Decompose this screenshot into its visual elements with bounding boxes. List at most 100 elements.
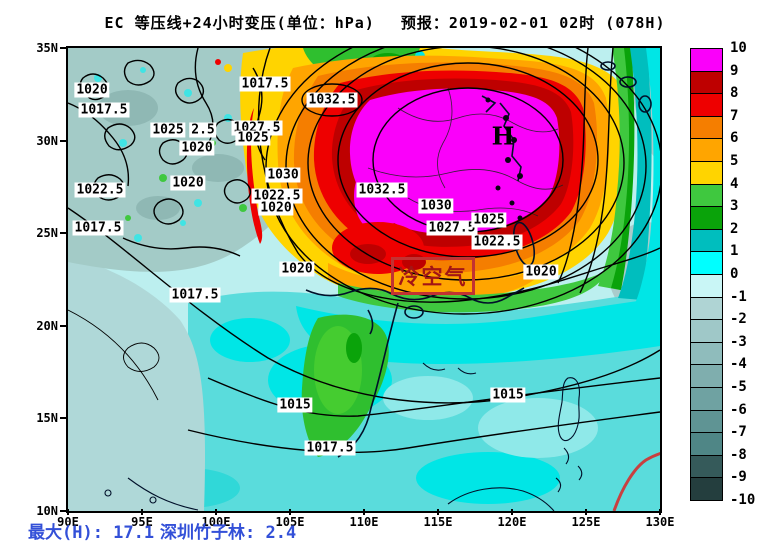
cold-air-annotation-box: 冷空气 — [391, 257, 475, 295]
legend-value-label: 10 — [730, 40, 747, 56]
legend-value-label: -3 — [730, 333, 747, 350]
legend-color-block — [690, 228, 723, 253]
legend-value-label: -10 — [730, 492, 756, 508]
legend-value-label: 8 — [730, 85, 739, 102]
x-axis-label: 120E — [497, 515, 527, 529]
legend-color-block — [690, 296, 723, 321]
y-axis-label: 15N — [36, 411, 58, 425]
contour-label: 1022.5 — [471, 234, 523, 250]
legend-value-label: 9 — [730, 62, 739, 79]
contour-label: 1030 — [418, 198, 454, 214]
legend-value-label: -1 — [730, 288, 747, 305]
contour-label: 1015 — [490, 387, 526, 403]
x-axis-tick — [141, 509, 143, 515]
contour-label: 1032.5 — [306, 92, 358, 108]
legend-color-block — [690, 387, 723, 411]
legend-value-label: 5 — [730, 153, 739, 169]
contour-label: 1020 — [170, 175, 206, 191]
legend-color-block — [690, 432, 723, 456]
legend-color-block — [690, 477, 723, 501]
legend-value-label: 6 — [730, 130, 739, 147]
contour-label: 1015 — [277, 397, 313, 413]
y-axis-label: 35N — [36, 41, 58, 55]
x-axis-tick — [363, 509, 365, 515]
contour-label: 1020 — [279, 261, 315, 277]
y-axis-label: 30N — [36, 134, 58, 148]
map-frame: H 冷空气 1020 1017.5 1025 2.5 1020 1022.5 1020 101… — [66, 46, 662, 513]
legend-color-block — [690, 409, 723, 434]
chart-title: EC 等压线+24小时变压(单位：hPa) 预报：2019-02-01 02时 … — [104, 14, 666, 32]
contour-label: 1020 — [179, 140, 215, 156]
y-axis-tick — [60, 417, 66, 419]
x-axis-label: 95E — [131, 515, 153, 529]
legend-value-label: -9 — [730, 469, 747, 486]
legend-value-label: -5 — [730, 379, 747, 395]
max-value-text: 最大(H): 17.1 — [28, 523, 155, 543]
legend-color-block — [690, 364, 723, 388]
legend-value-label: 0 — [730, 266, 739, 282]
indochina-green-region — [301, 314, 389, 457]
contour-label: 1020 — [74, 82, 110, 98]
contour-label: 1020 — [258, 200, 294, 216]
y-axis-label: 20N — [36, 319, 58, 333]
legend-color-block — [690, 274, 723, 298]
x-axis-label: 90E — [57, 515, 79, 529]
y-axis-tick — [60, 510, 66, 512]
x-axis-tick — [659, 509, 661, 515]
contour-label: 2.5 — [189, 122, 217, 138]
legend-value-label: -2 — [730, 311, 747, 328]
lowerleft-gray-region — [68, 256, 205, 511]
contour-label: 1025 — [235, 130, 271, 146]
contour-label: 1025 — [471, 212, 507, 228]
y-axis-tick — [60, 140, 66, 142]
contour-label: 1017.5 — [304, 440, 356, 456]
contour-label: 1022.5 — [251, 188, 303, 204]
legend-value-label: -6 — [730, 401, 747, 418]
legend-color-block — [690, 138, 723, 162]
contour-label: 1017.5 — [78, 102, 130, 118]
contour-label: 1022.5 — [74, 182, 126, 198]
x-axis-label: 110E — [349, 515, 379, 529]
coast-specks — [485, 97, 523, 221]
x-axis-tick — [289, 509, 291, 515]
x-axis-tick — [67, 509, 69, 515]
x-axis-tick — [511, 509, 513, 515]
legend-value-label: 2 — [730, 220, 739, 237]
legend-color-block — [690, 341, 723, 366]
x-axis-label: 115E — [423, 515, 453, 529]
legend-color-block — [690, 206, 723, 230]
legend-value-label: 3 — [730, 198, 739, 215]
x-axis-label: 105E — [275, 515, 305, 529]
legend-value-label: -4 — [730, 356, 747, 373]
legend-color-block — [690, 93, 723, 117]
legend-color-block — [690, 70, 723, 95]
station-value-text: 深圳竹子林: 2.4 — [160, 523, 297, 543]
x-axis-tick — [585, 509, 587, 515]
y-axis-tick — [60, 232, 66, 234]
contour-label: 1017.5 — [72, 220, 124, 236]
y-axis-label: 25N — [36, 226, 58, 240]
x-axis-tick — [215, 509, 217, 515]
y-axis-label: 10N — [36, 504, 58, 518]
contour-label: 1017.5 — [239, 76, 291, 92]
legend-color-block — [690, 115, 723, 140]
x-axis-label: 125E — [571, 515, 601, 529]
legend-color-block — [690, 454, 723, 479]
contour-label: 1025 — [150, 122, 186, 138]
legend-value-label: -8 — [730, 446, 747, 463]
legend-value-label: 7 — [730, 107, 739, 124]
legend-color-block — [690, 183, 723, 208]
x-axis-label: 100E — [201, 515, 231, 529]
legend-color-block — [690, 48, 723, 72]
legend-color-block — [690, 319, 723, 343]
legend-color-block — [690, 161, 723, 185]
legend-value-label: 4 — [730, 175, 739, 192]
contour-label: 1030 — [265, 167, 301, 183]
x-axis-label: 130E — [645, 515, 675, 529]
legend-color-block — [690, 251, 723, 275]
red-front-line — [612, 451, 660, 511]
contour-label: 1032.5 — [356, 182, 408, 198]
y-axis-tick — [60, 325, 66, 327]
high-center-marker: H — [491, 121, 515, 151]
legend-value-label: -7 — [730, 424, 747, 441]
